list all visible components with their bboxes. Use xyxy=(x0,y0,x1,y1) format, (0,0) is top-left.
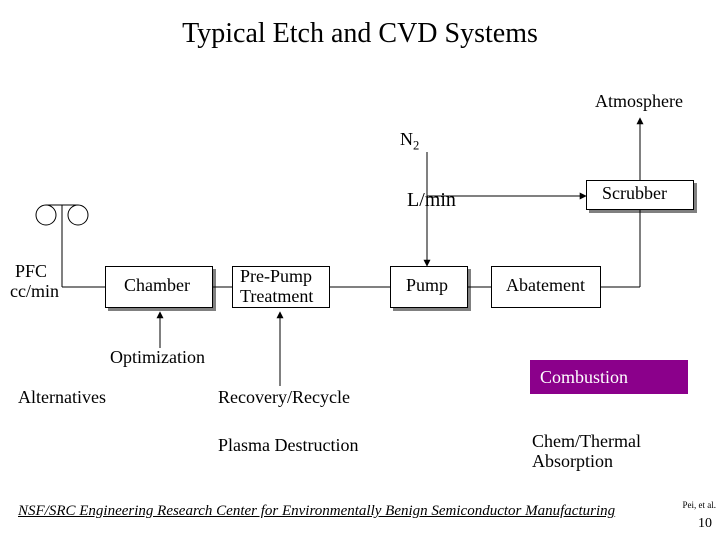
pump-label: Pump xyxy=(406,276,448,296)
combustion-label: Combustion xyxy=(540,367,628,388)
recovery-label: Recovery/Recycle xyxy=(218,388,350,408)
ccmin-label: cc/min xyxy=(10,282,59,302)
page-title: Typical Etch and CVD Systems xyxy=(0,18,720,50)
plasma-label: Plasma Destruction xyxy=(218,436,358,456)
n2-text: N xyxy=(400,129,413,149)
prepump-label: Pre-Pump Treatment xyxy=(240,267,313,307)
slide: Typical Etch and CVD Systems Atmosphere … xyxy=(0,0,720,540)
atmosphere-label: Atmosphere xyxy=(595,92,683,112)
scrubber-label: Scrubber xyxy=(602,184,667,204)
chem-label: Chem/Thermal Absorption xyxy=(532,432,641,472)
pfc-label: PFC xyxy=(15,262,47,282)
chamber-label: Chamber xyxy=(124,276,190,296)
combustion-box: Combustion xyxy=(530,360,688,394)
prepump-line1: Pre-Pump xyxy=(240,266,312,286)
chem-line2: Absorption xyxy=(532,451,613,471)
optimization-label: Optimization xyxy=(110,348,205,368)
page-number: 10 xyxy=(698,516,712,532)
pei-cite: Pei, et al. xyxy=(683,500,717,510)
footer: NSF/SRC Engineering Research Center for … xyxy=(18,503,615,520)
n2-sub: 2 xyxy=(413,139,419,153)
alternatives-label: Alternatives xyxy=(18,388,106,408)
chem-line1: Chem/Thermal xyxy=(532,431,641,451)
lmin-label: L/min xyxy=(407,189,456,211)
n2-label: N2 xyxy=(400,130,419,153)
prepump-line2: Treatment xyxy=(240,286,313,306)
abatement-label: Abatement xyxy=(506,276,585,296)
